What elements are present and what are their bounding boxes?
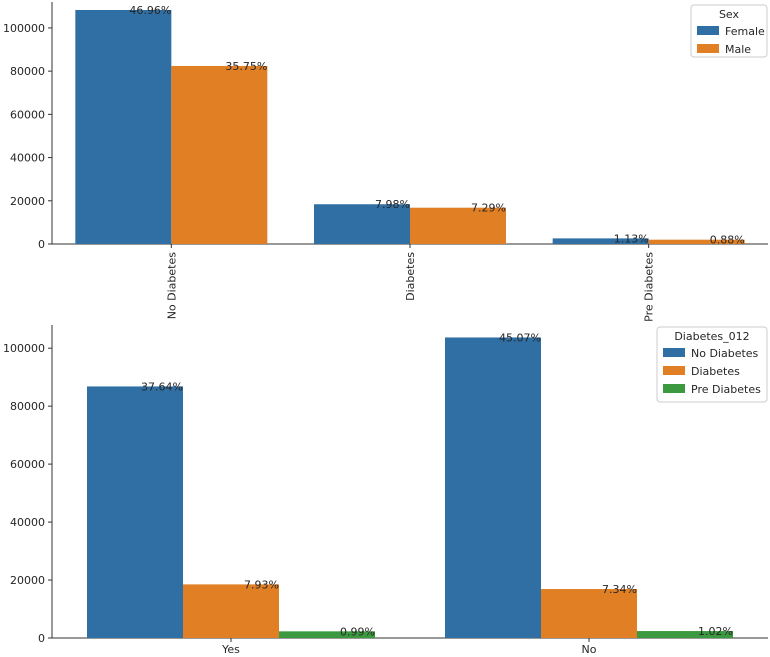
legend-swatch-male xyxy=(697,44,719,53)
x-tick-label: No Diabetes xyxy=(165,252,178,320)
legend-label: Diabetes xyxy=(691,365,740,378)
data-label: 7.93% xyxy=(244,578,279,591)
legend-label: Male xyxy=(725,43,751,56)
y-tick-label: 20000 xyxy=(10,195,45,208)
legend-swatch-diabetes xyxy=(663,366,685,375)
bar-female-pre-diabetes xyxy=(552,238,649,244)
y-tick-label: 60000 xyxy=(10,458,45,471)
chart-diabetes-by-group: 0 20000 40000 60000 80000 100000 37.64% 7.93% 0.… xyxy=(3,325,768,656)
legend-title: Sex xyxy=(719,8,740,21)
bar-diabetes-yes xyxy=(183,584,279,638)
x-tick-label: Yes xyxy=(221,643,240,656)
legend-label: No Diabetes xyxy=(691,347,759,360)
data-label: 0.88% xyxy=(710,234,745,247)
data-label: 1.13% xyxy=(614,232,649,245)
data-label: 7.98% xyxy=(375,198,410,211)
data-label: 7.29% xyxy=(471,202,506,215)
y-tick-label: 60000 xyxy=(10,108,45,121)
bar-no-diabetes-no xyxy=(445,337,541,638)
legend: Diabetes_012 No Diabetes Diabetes Pre Diabe… xyxy=(656,326,768,403)
data-label: 37.64% xyxy=(141,380,183,393)
bar-male-pre-diabetes xyxy=(648,239,745,244)
y-tick-label: 0 xyxy=(38,238,45,251)
y-tick-label: 40000 xyxy=(10,152,45,165)
y-tick-label: 80000 xyxy=(10,400,45,413)
bar-female-no-diabetes xyxy=(75,9,172,244)
bar-pre-diabetes-no xyxy=(637,631,733,638)
y-tick-label: 100000 xyxy=(3,22,45,35)
data-label: 45.07% xyxy=(499,331,541,344)
y-tick-label: 0 xyxy=(38,632,45,645)
data-label: 7.34% xyxy=(602,583,637,596)
data-label: 46.96% xyxy=(129,4,171,17)
bar-no-diabetes-yes xyxy=(87,386,183,638)
y-tick-label: 80000 xyxy=(10,65,45,78)
bar-pre-diabetes-yes xyxy=(279,631,375,638)
legend-label: Pre Diabetes xyxy=(691,383,761,396)
legend-frame xyxy=(656,326,768,403)
bar-diabetes-no xyxy=(541,589,637,638)
legend: Sex Female Male xyxy=(690,4,768,58)
legend-swatch-no-diabetes xyxy=(663,348,685,357)
data-label: 35.75% xyxy=(225,60,267,73)
data-label: 1.02% xyxy=(698,625,733,638)
legend-swatch-female xyxy=(697,26,719,35)
legend-swatch-pre-diabetes xyxy=(663,384,685,393)
bar-male-no-diabetes xyxy=(171,65,268,244)
y-tick-label: 20000 xyxy=(10,574,45,587)
chart-sex-by-diabetes: 0 20000 40000 60000 80000 100000 46.96% 35.75% N… xyxy=(3,2,768,322)
x-tick-label: Diabetes xyxy=(404,252,417,301)
data-label: 0.99% xyxy=(340,625,375,638)
legend-title: Diabetes_012 xyxy=(674,330,749,343)
x-tick-label: No xyxy=(582,643,597,656)
x-tick-label: Pre Diabetes xyxy=(643,252,656,322)
legend-label: Female xyxy=(725,25,765,38)
bar-male-diabetes xyxy=(410,207,506,244)
bar-female-diabetes xyxy=(314,204,410,244)
y-tick-label: 40000 xyxy=(10,516,45,529)
y-tick-label: 100000 xyxy=(3,342,45,355)
